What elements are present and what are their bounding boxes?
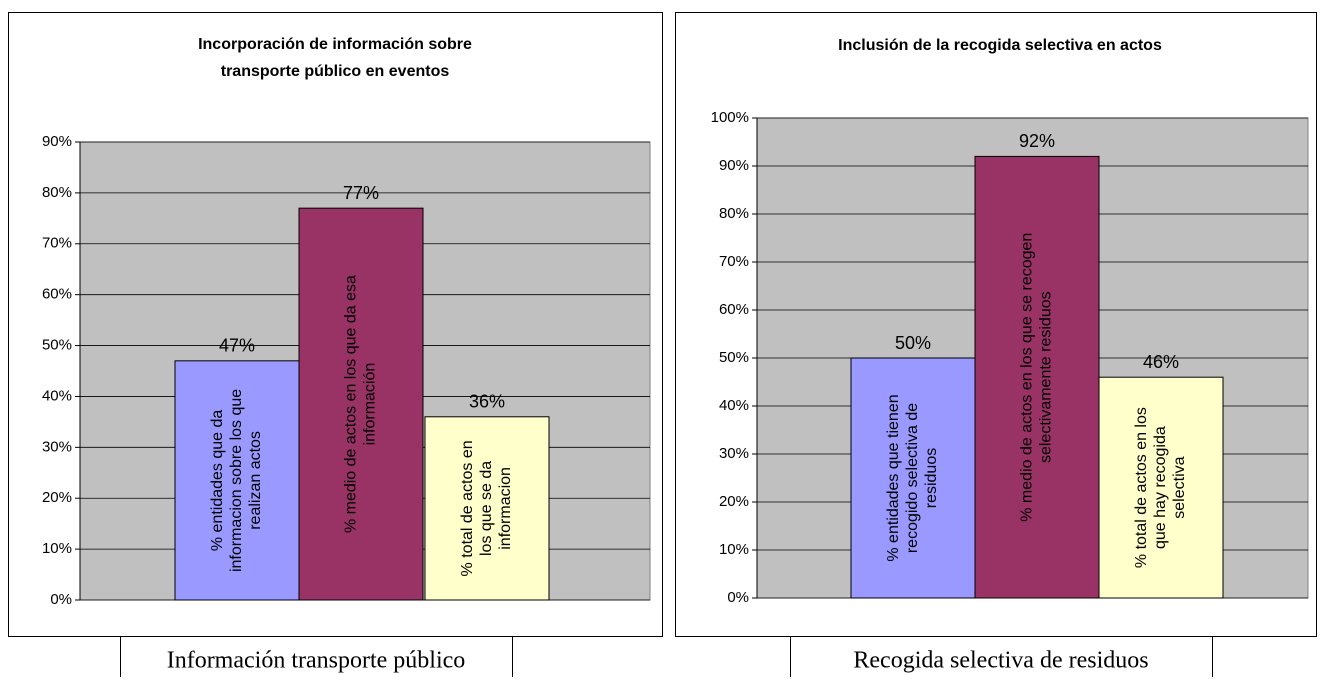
category-label: % medio de actos en los que se recogen se… — [1019, 233, 1055, 522]
y-tick-label: 0% — [727, 589, 749, 606]
category-label: % total de actos en los que hay recogida s… — [1133, 407, 1188, 568]
caption: Recogida selectiva de residuos — [853, 648, 1148, 674]
y-tick-label: 40% — [719, 397, 749, 414]
y-tick-label: 60% — [719, 301, 749, 318]
y-tick-label: 100% — [711, 109, 749, 126]
data-label: 36% — [469, 392, 505, 412]
y-tick-label: 30% — [719, 445, 749, 462]
y-tick-label: 90% — [719, 157, 749, 174]
y-tick-label: 60% — [42, 286, 72, 303]
data-label: 47% — [219, 336, 255, 356]
y-tick-label: 90% — [42, 133, 72, 150]
y-tick-label: 20% — [42, 489, 72, 506]
y-tick-label: 30% — [42, 438, 72, 455]
y-tick-label: 80% — [42, 184, 72, 201]
category-label: % entidades que tienen recogido selectiva… — [885, 394, 940, 561]
y-tick-label: 80% — [719, 205, 749, 222]
chart-title: Inclusión de la recogida selectiva en ac… — [838, 37, 1162, 54]
y-tick-label: 10% — [42, 540, 72, 557]
data-label: 77% — [343, 183, 379, 203]
data-label: 46% — [1143, 352, 1179, 372]
bar — [1098, 376, 1224, 599]
data-label: 50% — [895, 333, 931, 353]
bar — [298, 207, 424, 601]
y-tick-label: 20% — [719, 493, 749, 510]
y-tick-label: 10% — [719, 541, 749, 558]
y-tick-label: 70% — [719, 253, 749, 270]
category-label: % medio de actos en los que da esa inform… — [343, 275, 379, 533]
y-tick-label: 0% — [50, 591, 72, 608]
y-tick-label: 50% — [42, 337, 72, 354]
y-tick-label: 40% — [42, 387, 72, 404]
caption: Información transporte público — [167, 648, 466, 674]
data-label: 92% — [1019, 131, 1055, 151]
bar — [174, 360, 300, 601]
bar — [424, 416, 550, 601]
y-tick-label: 50% — [719, 349, 749, 366]
bar — [850, 357, 976, 599]
chart-title: Incorporación de información sobre transp… — [198, 36, 472, 80]
category-label: % total de actos en los que se da informac… — [459, 440, 514, 576]
y-tick-label: 70% — [42, 235, 72, 252]
bar — [974, 155, 1100, 599]
category-label: % entidades que da informacion sobre los … — [209, 389, 264, 572]
